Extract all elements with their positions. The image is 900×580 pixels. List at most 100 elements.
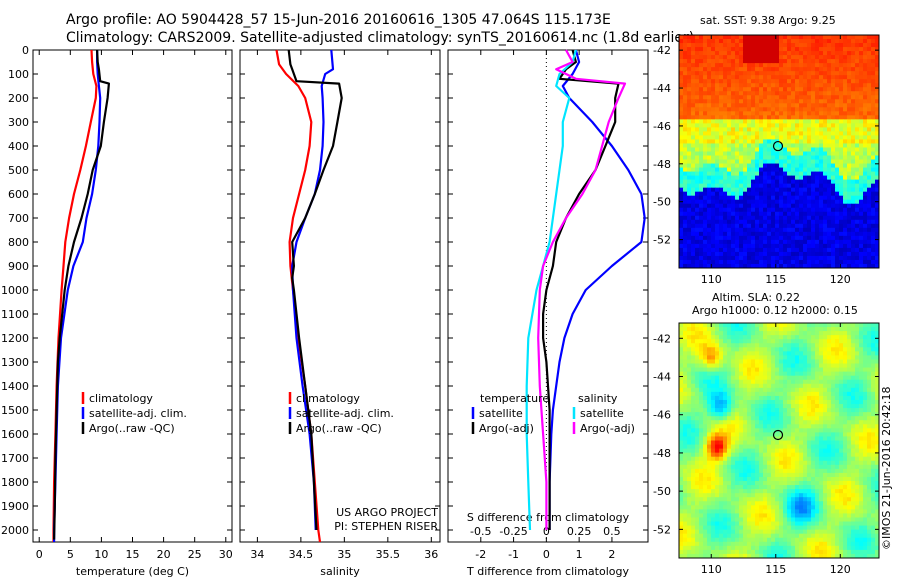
map-cell bbox=[739, 347, 744, 352]
map-cell bbox=[759, 175, 764, 181]
map-cell bbox=[831, 327, 836, 332]
map-cell bbox=[707, 383, 712, 389]
map-cell bbox=[751, 432, 756, 437]
map-cell bbox=[695, 195, 700, 201]
map-cell bbox=[859, 159, 864, 165]
map-cell bbox=[827, 387, 832, 393]
map-cell bbox=[735, 452, 740, 458]
map-cell bbox=[827, 43, 832, 48]
map-cell bbox=[847, 51, 852, 56]
map-cell bbox=[767, 424, 772, 429]
map-cell bbox=[715, 448, 720, 454]
map-cell bbox=[747, 371, 752, 377]
map-cell bbox=[807, 363, 812, 369]
map-cell bbox=[715, 107, 720, 112]
map-cell bbox=[695, 39, 700, 44]
map-cell bbox=[759, 147, 764, 152]
map-cell bbox=[811, 83, 816, 88]
map-cell bbox=[803, 147, 808, 152]
map-cell bbox=[687, 363, 692, 369]
legend-label: Argo(..raw -QC) bbox=[89, 422, 175, 435]
map-cell bbox=[803, 424, 808, 429]
map-cell bbox=[839, 51, 844, 56]
map-cell bbox=[691, 51, 696, 56]
map-cell bbox=[799, 259, 804, 265]
map-cell bbox=[819, 183, 824, 189]
map-cell bbox=[847, 127, 852, 132]
map-cell bbox=[847, 395, 852, 401]
map-cell bbox=[759, 71, 764, 76]
map-cell bbox=[779, 139, 784, 144]
map-cell bbox=[871, 231, 876, 237]
map-cell bbox=[715, 131, 720, 136]
map-cell bbox=[731, 367, 736, 373]
map-cell bbox=[859, 420, 864, 425]
map-cell bbox=[775, 111, 780, 116]
map-cell bbox=[847, 399, 852, 405]
map-cell bbox=[723, 259, 728, 265]
map-cell bbox=[871, 219, 876, 225]
map-cell bbox=[759, 391, 764, 397]
map-cell bbox=[843, 464, 848, 470]
map-cell bbox=[739, 211, 744, 217]
map-cell bbox=[779, 379, 784, 385]
map-cell bbox=[695, 424, 700, 429]
map-cell bbox=[811, 143, 816, 148]
map-cell bbox=[847, 359, 852, 365]
map-cell bbox=[755, 199, 760, 205]
map-cell bbox=[787, 383, 792, 389]
map-cell bbox=[815, 408, 820, 413]
map-cell bbox=[731, 363, 736, 369]
map-cell bbox=[835, 35, 840, 40]
map-cell bbox=[739, 335, 744, 340]
map-cell bbox=[859, 464, 864, 470]
map-cell bbox=[819, 359, 824, 365]
map-cell bbox=[875, 391, 880, 397]
map-cell bbox=[747, 83, 752, 88]
map-cell bbox=[679, 179, 684, 185]
map-cell bbox=[819, 207, 824, 213]
map-cell bbox=[867, 399, 872, 405]
map-cell bbox=[683, 416, 688, 421]
map-cell bbox=[803, 79, 808, 84]
map-cell bbox=[779, 187, 784, 193]
map-cell bbox=[743, 399, 748, 405]
map-cell bbox=[699, 195, 704, 201]
map-cell bbox=[815, 379, 820, 385]
map-cell bbox=[779, 203, 784, 209]
map-cell bbox=[759, 231, 764, 237]
map-cell bbox=[735, 155, 740, 161]
map-cell bbox=[679, 183, 684, 189]
map-cell bbox=[691, 111, 696, 116]
map-cell bbox=[735, 227, 740, 233]
map-cell bbox=[783, 243, 788, 249]
map-cell bbox=[803, 159, 808, 165]
map-cell bbox=[715, 71, 720, 76]
map-cell bbox=[683, 207, 688, 213]
map-cell bbox=[839, 383, 844, 389]
map-cell bbox=[775, 159, 780, 165]
map-cell bbox=[867, 243, 872, 249]
map-cell bbox=[843, 259, 848, 265]
map-cell bbox=[723, 199, 728, 205]
map-cell bbox=[783, 331, 788, 336]
map-cell bbox=[843, 355, 848, 360]
map-cell bbox=[795, 47, 800, 52]
map-cell bbox=[855, 404, 860, 409]
map-cell bbox=[683, 259, 688, 265]
map-cell bbox=[747, 207, 752, 213]
map-cell bbox=[847, 35, 852, 40]
map-cell bbox=[819, 379, 824, 385]
map-cell bbox=[683, 175, 688, 181]
map-cell bbox=[727, 464, 732, 470]
map-cell bbox=[691, 35, 696, 40]
map-cell bbox=[679, 43, 684, 48]
map-cell bbox=[763, 251, 768, 257]
map-cell bbox=[827, 87, 832, 92]
map-cell bbox=[795, 159, 800, 165]
map-cell bbox=[875, 464, 880, 470]
series-line-difference-2 bbox=[525, 49, 577, 531]
map-cell bbox=[871, 255, 876, 261]
map-cell bbox=[871, 55, 876, 60]
map-cell bbox=[727, 39, 732, 44]
